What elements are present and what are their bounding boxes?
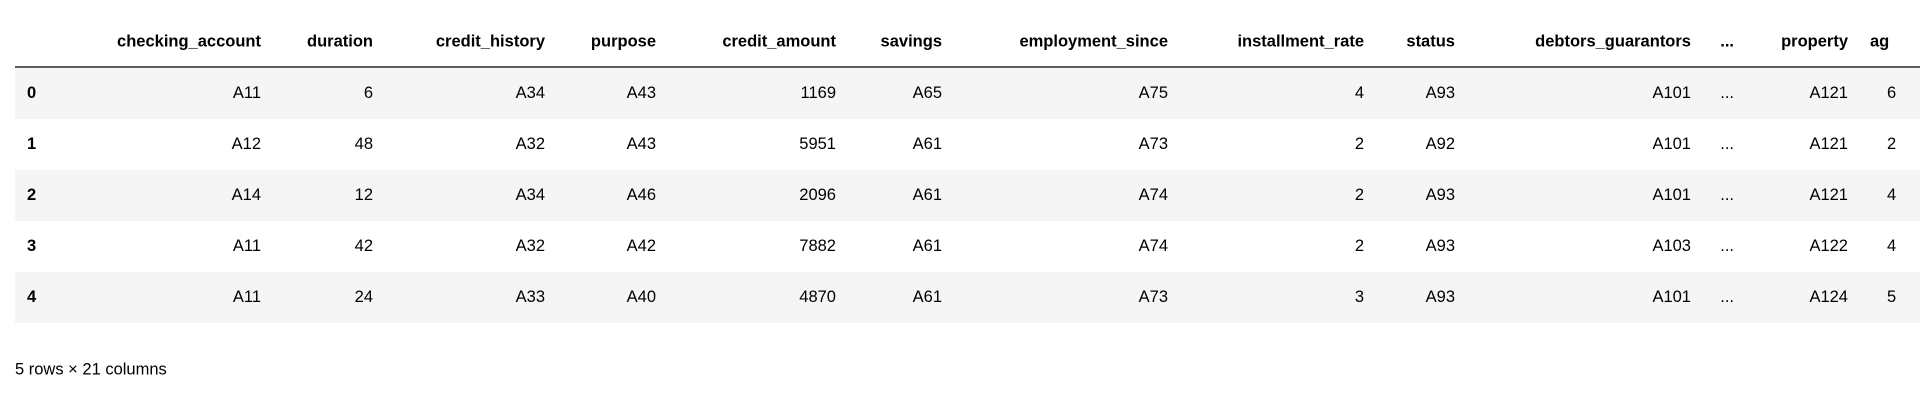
column-header: employment_since [1019,32,1168,50]
cell: A93 [1426,288,1455,306]
cell: A124 [1809,288,1848,306]
cell: A103 [1652,237,1691,255]
cell: A11 [233,84,261,102]
cell: A74 [1139,237,1168,255]
column-header: ... [1720,32,1734,50]
cell: A93 [1426,84,1455,102]
cell: A33 [516,288,545,306]
cell: 4 [1887,237,1896,255]
column-header: savings [881,32,942,50]
cell: 6 [364,84,373,102]
cell: ... [1720,288,1734,306]
cell: A12 [232,135,261,153]
cell: 12 [355,186,373,204]
cell: ... [1720,135,1734,153]
cell: A40 [627,288,656,306]
cell: 4 [1355,84,1364,102]
cell: A101 [1652,135,1691,153]
cell: A32 [516,237,545,255]
row-background [15,170,1920,221]
cell: 4870 [799,288,836,306]
cell: A34 [516,84,545,102]
cell: A61 [913,288,942,306]
cell: A73 [1139,135,1168,153]
cell: ... [1720,186,1734,204]
column-header: debtors_guarantors [1535,32,1691,50]
cell: A61 [913,135,942,153]
cell: A121 [1809,84,1848,102]
cell: 7882 [799,237,836,255]
cell: A121 [1809,186,1848,204]
cell: A46 [627,186,656,204]
cell: 2 [1887,135,1896,153]
row-index: 0 [27,84,36,102]
column-header: ag [1870,32,1889,50]
cell: A34 [516,186,545,204]
cell: A32 [516,135,545,153]
cell: 2 [1355,135,1364,153]
cell: 6 [1887,84,1896,102]
cell: 1169 [801,84,836,102]
column-header: credit_history [436,32,546,50]
cell: A14 [232,186,261,204]
cell: 2096 [799,186,836,204]
footer: 5 rows × 21 columns [15,360,167,378]
row-index: 4 [27,288,37,306]
cell: A61 [913,186,942,204]
cell: 24 [355,288,373,306]
cell: A75 [1139,84,1168,102]
cell: 3 [1355,288,1364,306]
column-header: duration [307,32,373,50]
column-header: checking_account [117,32,261,50]
cell: A101 [1652,288,1691,306]
cell: A122 [1809,237,1848,255]
cell: A74 [1139,186,1168,204]
cell: A61 [913,237,942,255]
cell: 42 [355,237,373,255]
cell: 2 [1355,237,1364,255]
column-header: installment_rate [1237,32,1364,50]
cell: ... [1720,237,1734,255]
cell: A43 [627,84,656,102]
cell: A65 [913,84,942,102]
cell: A121 [1809,135,1848,153]
cell: 4 [1887,186,1896,204]
column-header: status [1406,32,1455,50]
cell: A101 [1652,84,1691,102]
column-header: purpose [591,32,656,50]
cell: ... [1720,84,1734,102]
row-background [15,272,1920,323]
cell: A93 [1426,186,1455,204]
cell: A11 [233,237,261,255]
cell: A73 [1139,288,1168,306]
cell: 2 [1355,186,1364,204]
cell: A92 [1426,135,1455,153]
column-header: credit_amount [722,32,836,50]
row-index: 3 [27,237,36,255]
row-background [15,68,1920,119]
cell: A93 [1426,237,1455,255]
cell: A42 [627,237,656,255]
cell: A11 [233,288,261,306]
cell: 5951 [799,135,836,153]
cell: 48 [355,135,373,153]
cell: 5 [1887,288,1896,306]
row-index: 2 [27,186,36,204]
row-index: 1 [27,135,36,153]
cell: A101 [1652,186,1691,204]
column-header: property [1781,32,1849,50]
cell: A43 [627,135,656,153]
